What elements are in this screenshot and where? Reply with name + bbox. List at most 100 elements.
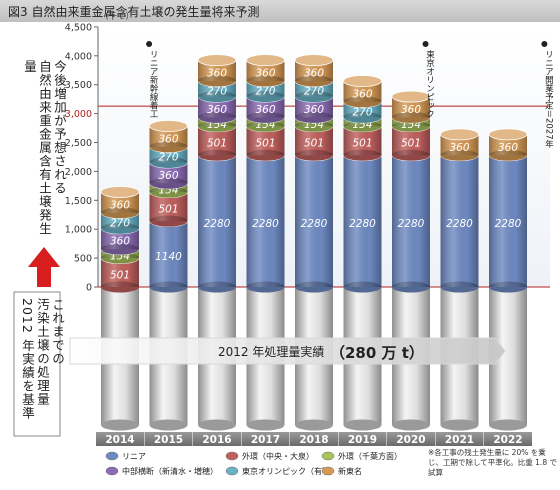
legend-swatch [105,451,119,461]
bar-value-label: 360 [110,199,130,211]
bar-value-label: 360 [255,68,275,80]
bar-segment-shading [392,155,430,287]
y-tick-label: 2,000 [65,167,92,178]
bar-segment-shading [101,191,139,213]
legend-swatch [225,451,239,461]
bar-value-label: 2280 [398,218,425,230]
x-tick-label: 2017 [251,434,280,446]
x-tick-box [193,432,241,446]
past-label-frame [13,291,61,437]
legend-label: 東京オリンピック（有明） [242,466,338,476]
x-tick-box [484,432,532,446]
bar-segment-shading [295,96,333,118]
increase-arrow [28,247,60,287]
bar-value-label: 501 [401,138,421,150]
bar-segment-top [100,186,140,198]
bar-segment-shading [198,155,236,287]
bar-segment-shading [149,126,188,147]
bar-value-label: 2280 [349,218,376,230]
baseline-column-bottom [392,419,430,431]
bar-value-label: 1140 [155,251,182,263]
past-volume-label: これまでの 汚染土壌の処理量 2012 年実績を基準 [20,298,65,438]
bar-value-label: 360 [352,88,372,100]
baseline-arrow [69,337,506,365]
baseline-column-bottom [198,419,236,431]
legend-swatch [321,451,335,461]
baseline-column-bottom [246,419,285,431]
future-label-line2: 自然由来重金属含有土壌発生量 [22,60,52,236]
legend-label: 外環（千葉方面） [338,451,402,461]
bar-value-label: 501 [255,138,275,150]
bar-value-label: 360 [207,68,227,80]
bar-value-label: 270 [207,86,227,98]
linear-opening-note: リニア開業予定＝2027年 [543,50,553,149]
legend-swatch [321,466,335,476]
legend-label: リニア [122,452,146,461]
bar-value-label: 501 [110,270,130,282]
olympics-note-marker [422,41,429,47]
baseline-column-bottom [101,419,139,431]
bar-value-label: 270 [110,218,130,230]
bar-segment-shading [198,96,236,118]
y-tick-label: 4,000 [65,51,92,62]
y-tick-label: 3,500 [65,80,92,91]
y-tick-label: 1,000 [65,225,92,236]
linear-construction-note-marker [146,41,153,47]
olympics-note: 東京オリンピック [425,49,435,118]
y-tick-label: 500 [74,254,92,265]
bar-value-label: 360 [498,142,518,154]
legend-swatch [225,466,239,476]
bar-segment-top [440,128,479,141]
bar-value-label: 501 [207,138,227,150]
bar-segment-top [149,120,188,132]
future-label-line1: 今後増加が予想される [52,60,67,195]
x-tick-box [241,432,290,446]
x-tick-label: 2019 [348,434,377,446]
bar-segment-top [488,128,528,141]
bar-value-label: 270 [158,152,178,164]
bar-value-label: 2280 [446,218,473,230]
bar-segment-shading [392,96,430,118]
bar-segment-shading [489,134,527,156]
baseline-column-bottom [343,419,382,431]
x-tick-box [435,432,484,446]
bar-value-label: 360 [304,68,324,80]
future-volume-label: 今後増加が予想される 自然由来重金属含有土壌発生量 [22,60,67,245]
bar-segment-top [343,75,382,87]
bar-segment-shading [440,134,479,156]
bar-value-label: 501 [352,138,372,150]
y-tick-label: 0 [86,283,92,294]
x-tick-label: 2021 [445,434,474,446]
x-tick-box [144,432,193,446]
x-tick-box [290,432,338,446]
baseline-value: （280 万 t） [330,344,424,362]
bar-segment-shading [440,155,479,287]
bar-value-label: 2280 [495,218,522,230]
legend-label: 外環（中央・大泉） [242,451,314,461]
y-tick-label: 3,000 [65,109,92,120]
bar-segment-shading [343,155,382,287]
x-tick-label: 2015 [154,434,183,446]
bar-segment-shading [149,221,188,287]
bar-value-label: 270 [352,107,372,119]
bar-value-label: 501 [158,204,178,216]
past-label-line3: 2012 年実績を基準 [20,298,35,420]
y-unit-label: （千ｔ） [100,11,134,22]
bar-segment-shading [489,155,527,287]
legend-swatch [105,466,119,476]
bar-segment-top [294,54,334,67]
bar-value-label: 360 [110,236,130,248]
bar-segment-shading [295,155,333,287]
x-tick-box [338,432,387,446]
bar-segment-shading [149,162,188,184]
bar-value-label: 360 [158,170,178,182]
legend-label: 新東名 [338,466,362,476]
bar-value-label: 2280 [204,218,231,230]
baseline-column-bottom [149,419,188,431]
bar-segment-shading [246,60,285,81]
bar-value-label: 270 [255,86,275,98]
x-tick-box [387,432,435,446]
x-tick-label: 2014 [105,434,134,446]
x-tick-label: 2022 [493,434,522,446]
